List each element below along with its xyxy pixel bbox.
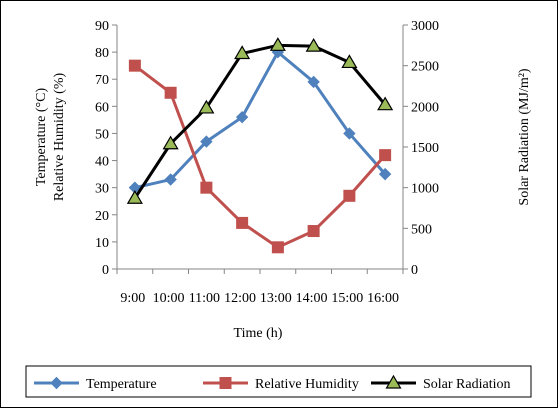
legend-marker-solar-radiation [385, 374, 402, 389]
data-point-solar-radiation [305, 37, 322, 52]
right-y-tick-label: 3000 [411, 19, 439, 34]
left-y-tick-label: 80 [95, 46, 109, 61]
series-line-temperature [134, 50, 387, 190]
data-point-temperature [164, 173, 177, 186]
data-point-relative-humidity [236, 216, 249, 229]
data-point-solar-radiation [126, 190, 143, 204]
data-point-temperature [343, 127, 356, 140]
data-point-relative-humidity [164, 86, 177, 99]
left-y-tick-label: 40 [95, 155, 109, 170]
data-point-temperature [378, 167, 392, 181]
x-tick-label: 15:00 [331, 291, 363, 306]
data-point-relative-humidity [200, 181, 213, 194]
left-y-tick-label: 60 [95, 100, 109, 115]
legend-label-temperature: Temperature [86, 377, 157, 392]
left-y-tick-label: 20 [95, 209, 109, 224]
data-point-relative-humidity [343, 189, 356, 202]
right-y-tick-label: 0 [411, 263, 418, 278]
legend: Temperature Relative Humidity Solar Radiat… [34, 374, 511, 392]
x-tick-label: 14:00 [296, 291, 328, 306]
left-y-axis-title-line2: Relative Humidity (%) [52, 73, 67, 202]
x-tick-label: 12:00 [224, 291, 256, 306]
data-point-solar-radiation [341, 54, 358, 69]
x-tick-label: 11:00 [189, 291, 220, 306]
data-point-solar-radiation [269, 37, 286, 51]
x-tick-label: 13:00 [260, 291, 292, 306]
legend-marker-relative-humidity [219, 377, 232, 389]
data-point-relative-humidity [379, 149, 392, 162]
data-point-temperature [235, 110, 249, 124]
x-axis-title: Time (h) [234, 326, 283, 341]
data-point-solar-radiation [198, 99, 215, 114]
left-y-tick-label: 90 [95, 19, 109, 34]
right-y-tick-label: 2500 [411, 60, 439, 75]
legend-label-relative-humidity: Relative Humidity [255, 377, 359, 392]
left-y-tick-label: 0 [102, 263, 109, 278]
left-y-tick-label: 30 [95, 182, 109, 197]
left-y-tick-label: 70 [95, 73, 109, 88]
right-y-tick-label: 1000 [411, 182, 439, 197]
legend-box [25, 365, 532, 398]
data-point-relative-humidity [271, 241, 284, 254]
data-point-relative-humidity [307, 225, 320, 238]
right-y-axis-title: Solar Radiation (MJ/m²) [517, 68, 532, 206]
right-y-tick-label: 1500 [411, 141, 439, 156]
left-y-axis-title-line1: Temperature (°C) [34, 88, 49, 187]
data-point-temperature [307, 75, 320, 89]
data-point-solar-radiation [377, 96, 394, 111]
legend-label-solar-radiation: Solar Radiation [423, 377, 511, 392]
x-tick-label: 10:00 [153, 291, 185, 306]
data-point-temperature [200, 135, 213, 148]
x-tick-label: 9:00 [120, 291, 145, 306]
legend-marker-temperature [50, 376, 63, 390]
plot-area: 0 10 20 30 40 50 60 70 80 90 0 500 1000 1500 2000 2500 3… [95, 19, 439, 306]
x-tick-label: 16:00 [367, 291, 399, 306]
right-y-tick-label: 2000 [411, 100, 439, 115]
data-point-solar-radiation [234, 45, 251, 60]
left-y-tick-label: 50 [95, 127, 109, 142]
data-point-relative-humidity [128, 59, 141, 72]
right-y-tick-label: 500 [411, 222, 432, 237]
left-y-tick-label: 10 [95, 236, 109, 251]
series-line-solar-radiation [133, 43, 387, 200]
data-point-solar-radiation [162, 135, 179, 150]
